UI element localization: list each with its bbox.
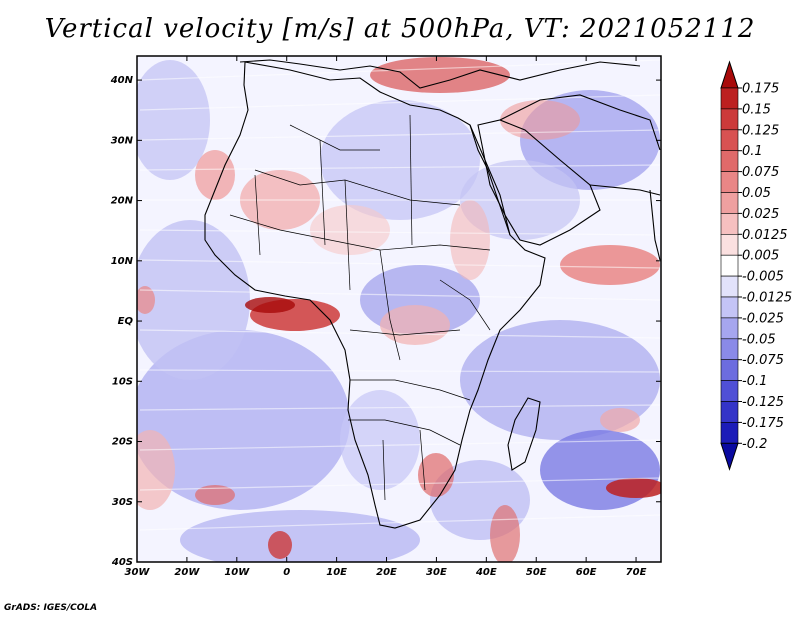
colorbar-max-arrow — [720, 60, 739, 89]
colorbar-segment — [720, 317, 739, 340]
colorbar — [720, 60, 742, 471]
colorbar-label: -0.1 — [742, 374, 767, 389]
colorbar-label: 0.125 — [742, 123, 779, 138]
lon-label-0: 0 — [283, 567, 290, 578]
colorbar-segment — [720, 422, 739, 444]
colorbar-min-arrow — [720, 442, 739, 471]
map-frame — [136, 55, 662, 563]
lat-label-20n: 20N — [111, 196, 134, 207]
colorbar-label: 0.175 — [742, 82, 779, 97]
lon-label-30w: 30W — [125, 567, 151, 578]
colorbar-segment — [720, 401, 739, 423]
grads-credit: GrADS: IGES/COLA — [4, 603, 98, 613]
colorbar-segment — [720, 87, 739, 110]
lon-label-10e: 10E — [326, 567, 347, 578]
lat-label-40s: 40S — [111, 557, 133, 568]
colorbar-segment — [720, 338, 739, 360]
colorbar-segment — [720, 254, 739, 277]
colorbar-segment — [720, 234, 739, 256]
colorbar-segment — [720, 213, 739, 235]
colorbar-labels: 0.175 0.15 0.125 0.1 0.075 0.05 0.025 0.0125 0.0… — [742, 82, 792, 452]
lon-label-20e: 20E — [376, 567, 397, 578]
lat-label-20s: 20S — [112, 437, 133, 448]
colorbar-segment — [720, 380, 739, 402]
colorbar-label: 0.0125 — [742, 228, 788, 243]
colorbar-segment — [720, 296, 739, 319]
lon-label-60e: 60E — [576, 567, 597, 578]
lat-label-40n: 40N — [110, 75, 134, 86]
lon-label-50e: 50E — [526, 567, 547, 578]
colorbar-segment — [720, 108, 739, 131]
colorbar-label: 0.15 — [742, 102, 771, 117]
colorbar-label: 0.025 — [742, 207, 779, 222]
colorbar-label: -0.2 — [742, 437, 767, 452]
colorbar-segment — [720, 275, 739, 298]
lat-label-10s: 10S — [112, 376, 133, 387]
lon-label-10w: 10W — [224, 567, 250, 578]
lon-label-20w: 20W — [174, 567, 200, 578]
lon-label-40e: 40E — [475, 567, 497, 578]
colorbar-segment — [720, 150, 739, 172]
lon-label-70e: 70E — [626, 567, 647, 578]
colorbar-segment — [720, 129, 739, 152]
axis-ticks — [136, 56, 661, 563]
lon-label-30e: 30E — [426, 567, 447, 578]
lat-label-eq: EQ — [118, 316, 134, 327]
colorbar-label: -0.075 — [742, 353, 784, 368]
colorbar-label: -0.125 — [742, 395, 784, 410]
colorbar-segment — [720, 359, 739, 381]
lat-label-30n: 30N — [111, 135, 134, 146]
colorbar-label: -0.005 — [742, 270, 784, 285]
coastlines — [204, 59, 661, 529]
colorbar-label: -0.05 — [742, 332, 776, 347]
colorbar-label: 0.05 — [742, 186, 771, 201]
colorbar-label: 0.005 — [742, 249, 779, 264]
colorbar-label: -0.025 — [742, 311, 784, 326]
colorbar-label: -0.0125 — [742, 291, 792, 306]
lat-label-10n: 10N — [111, 256, 134, 267]
map-title: Vertical velocity [m/s] at 500hPa, VT: 2… — [44, 14, 756, 44]
country-borders — [229, 114, 491, 501]
longitude-labels: 30W 20W 10W 0 10E 20E 30E 40E 50E 60E 70E — [125, 567, 647, 578]
colorbar-label: 0.1 — [742, 144, 763, 159]
lat-label-30s: 30S — [112, 497, 133, 508]
velocity-field — [137, 57, 661, 562]
colorbar-label: -0.175 — [742, 416, 784, 431]
colorbar-segment — [720, 171, 739, 193]
colorbar-segment — [720, 192, 739, 214]
colorbar-label: 0.075 — [742, 165, 779, 180]
latitude-labels: 40N 30N 20N 10N EQ 10S 20S 30S 40S — [110, 75, 134, 568]
